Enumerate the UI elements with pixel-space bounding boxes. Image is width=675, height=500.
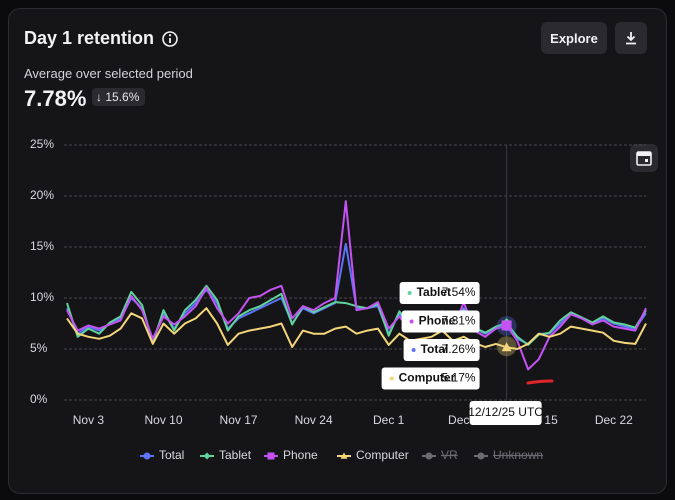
tooltip-dot <box>407 291 412 295</box>
tooltip-dot <box>411 348 416 352</box>
series-line <box>66 200 647 371</box>
hover-marker <box>501 320 512 331</box>
explore-label: Explore <box>550 30 598 46</box>
change-value: 15.6% <box>105 90 140 104</box>
tooltip-box <box>381 367 480 390</box>
legend-label: Total <box>159 448 184 462</box>
tooltip-box <box>401 310 480 333</box>
calendar-button[interactable] <box>630 144 658 172</box>
legend-label: Tablet <box>219 448 252 462</box>
legend-marker <box>143 452 151 460</box>
tooltip-value: 7.54% <box>442 285 476 299</box>
legend-label: Computer <box>356 448 409 462</box>
y-tick-label: 10% <box>30 290 54 304</box>
tooltip-box <box>403 339 480 361</box>
tooltip-name: Total <box>421 342 449 356</box>
legend-label-hidden: VR <box>441 448 458 462</box>
tooltip-value: 7.31% <box>442 314 476 328</box>
y-tick-label: 5% <box>30 341 48 355</box>
y-tick-label: 25% <box>30 137 54 151</box>
hover-marker <box>501 342 512 352</box>
tooltip-value: 7.26% <box>442 342 476 356</box>
info-icon[interactable] <box>161 30 179 48</box>
explore-button[interactable]: Explore <box>541 22 607 54</box>
tooltip-name: Tablet <box>417 285 451 299</box>
subtitle: Average over selected period <box>24 66 193 81</box>
y-tick-label: 15% <box>30 239 54 253</box>
tooltip-box <box>399 282 480 304</box>
legend-marker <box>203 452 211 460</box>
y-tick-label: 20% <box>30 188 54 202</box>
average-value: 7.78% <box>24 86 87 111</box>
tooltip-dot <box>409 319 414 324</box>
x-tick-label: Nov 17 <box>220 413 258 427</box>
down-arrow: ↓ <box>96 90 106 104</box>
download-icon <box>626 32 636 45</box>
y-tick-label: 0% <box>30 392 48 406</box>
x-tick-label: Nov 10 <box>144 413 182 427</box>
legend-marker <box>267 452 275 460</box>
download-button[interactable] <box>615 22 647 54</box>
legend-label-hidden: Unknown <box>493 448 543 462</box>
x-tick-label: Dec 1 <box>373 413 405 427</box>
legend-marker <box>425 452 433 460</box>
change-badge: ↓ 15.6% <box>92 88 146 106</box>
series-line <box>66 307 647 350</box>
legend-marker <box>340 452 348 459</box>
x-tick-label: Nov 24 <box>295 413 333 427</box>
annotation-stroke <box>526 379 554 385</box>
tooltip-name: Phone <box>419 314 456 328</box>
title: Day 1 retention <box>24 28 155 48</box>
tooltip-value: 5.17% <box>442 371 476 385</box>
tooltip-name: Computer <box>399 371 456 385</box>
x-tick-label: Dec 22 <box>595 413 633 427</box>
tooltip-date: 12/12/25 UTC <box>468 405 543 419</box>
tooltip-dot <box>389 376 394 381</box>
tooltip-date-box <box>469 401 542 425</box>
x-tick-label: Nov 3 <box>73 413 105 427</box>
legend-marker <box>477 452 485 460</box>
legend-label: Phone <box>283 448 318 462</box>
